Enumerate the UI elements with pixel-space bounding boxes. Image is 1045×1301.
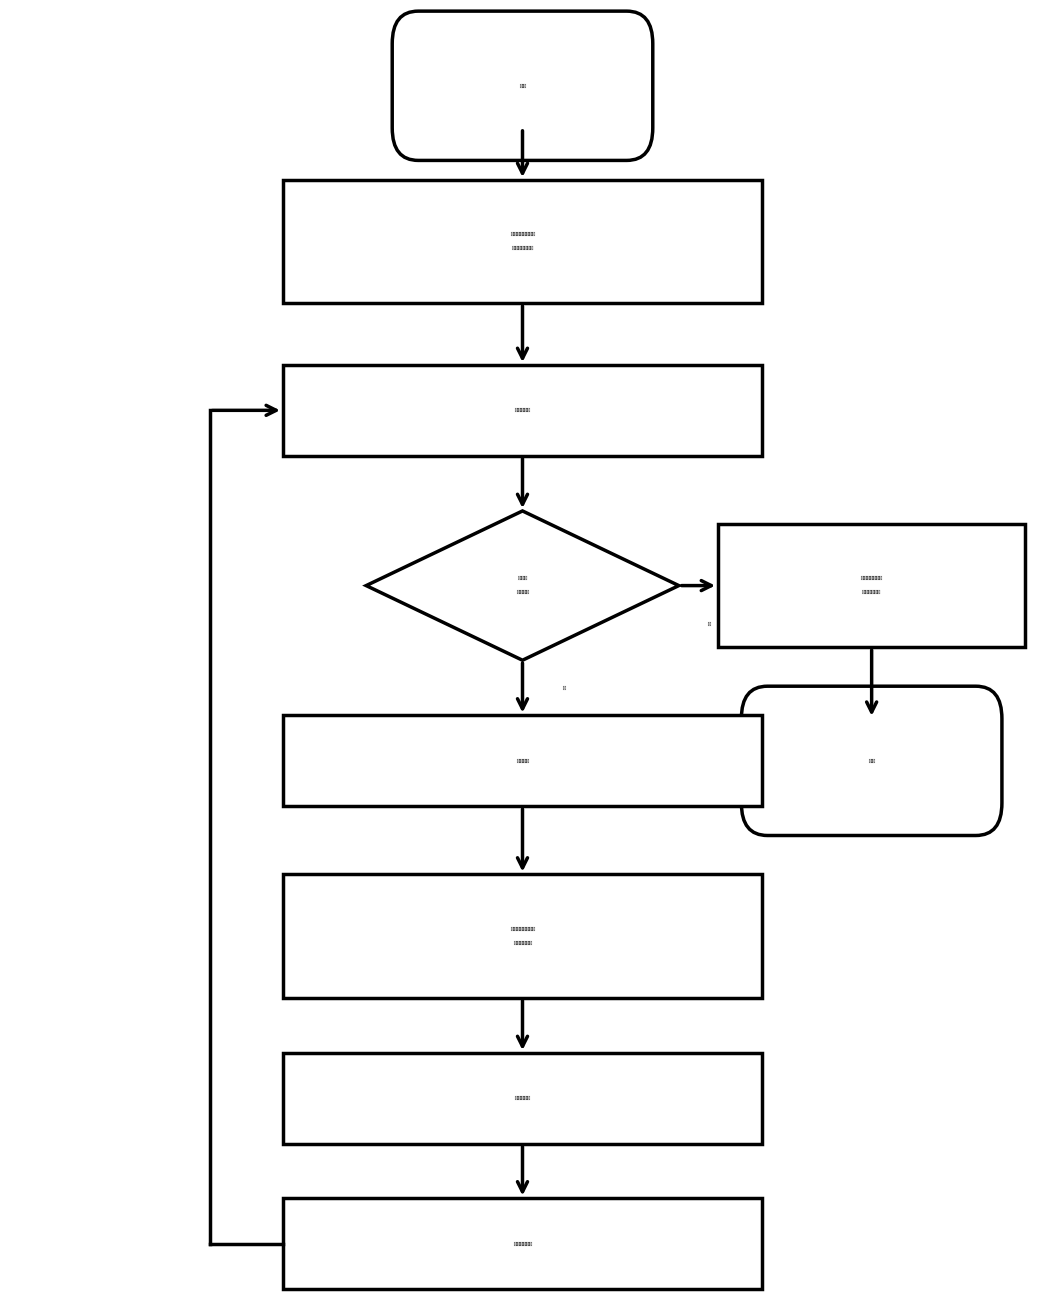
FancyBboxPatch shape — [283, 1053, 762, 1144]
FancyBboxPatch shape — [392, 12, 653, 160]
FancyBboxPatch shape — [283, 716, 762, 807]
FancyBboxPatch shape — [718, 524, 1025, 648]
Polygon shape — [366, 511, 679, 660]
FancyBboxPatch shape — [283, 874, 762, 998]
FancyBboxPatch shape — [283, 364, 762, 455]
FancyBboxPatch shape — [283, 1198, 762, 1289]
FancyBboxPatch shape — [741, 686, 1002, 835]
FancyBboxPatch shape — [283, 180, 762, 303]
